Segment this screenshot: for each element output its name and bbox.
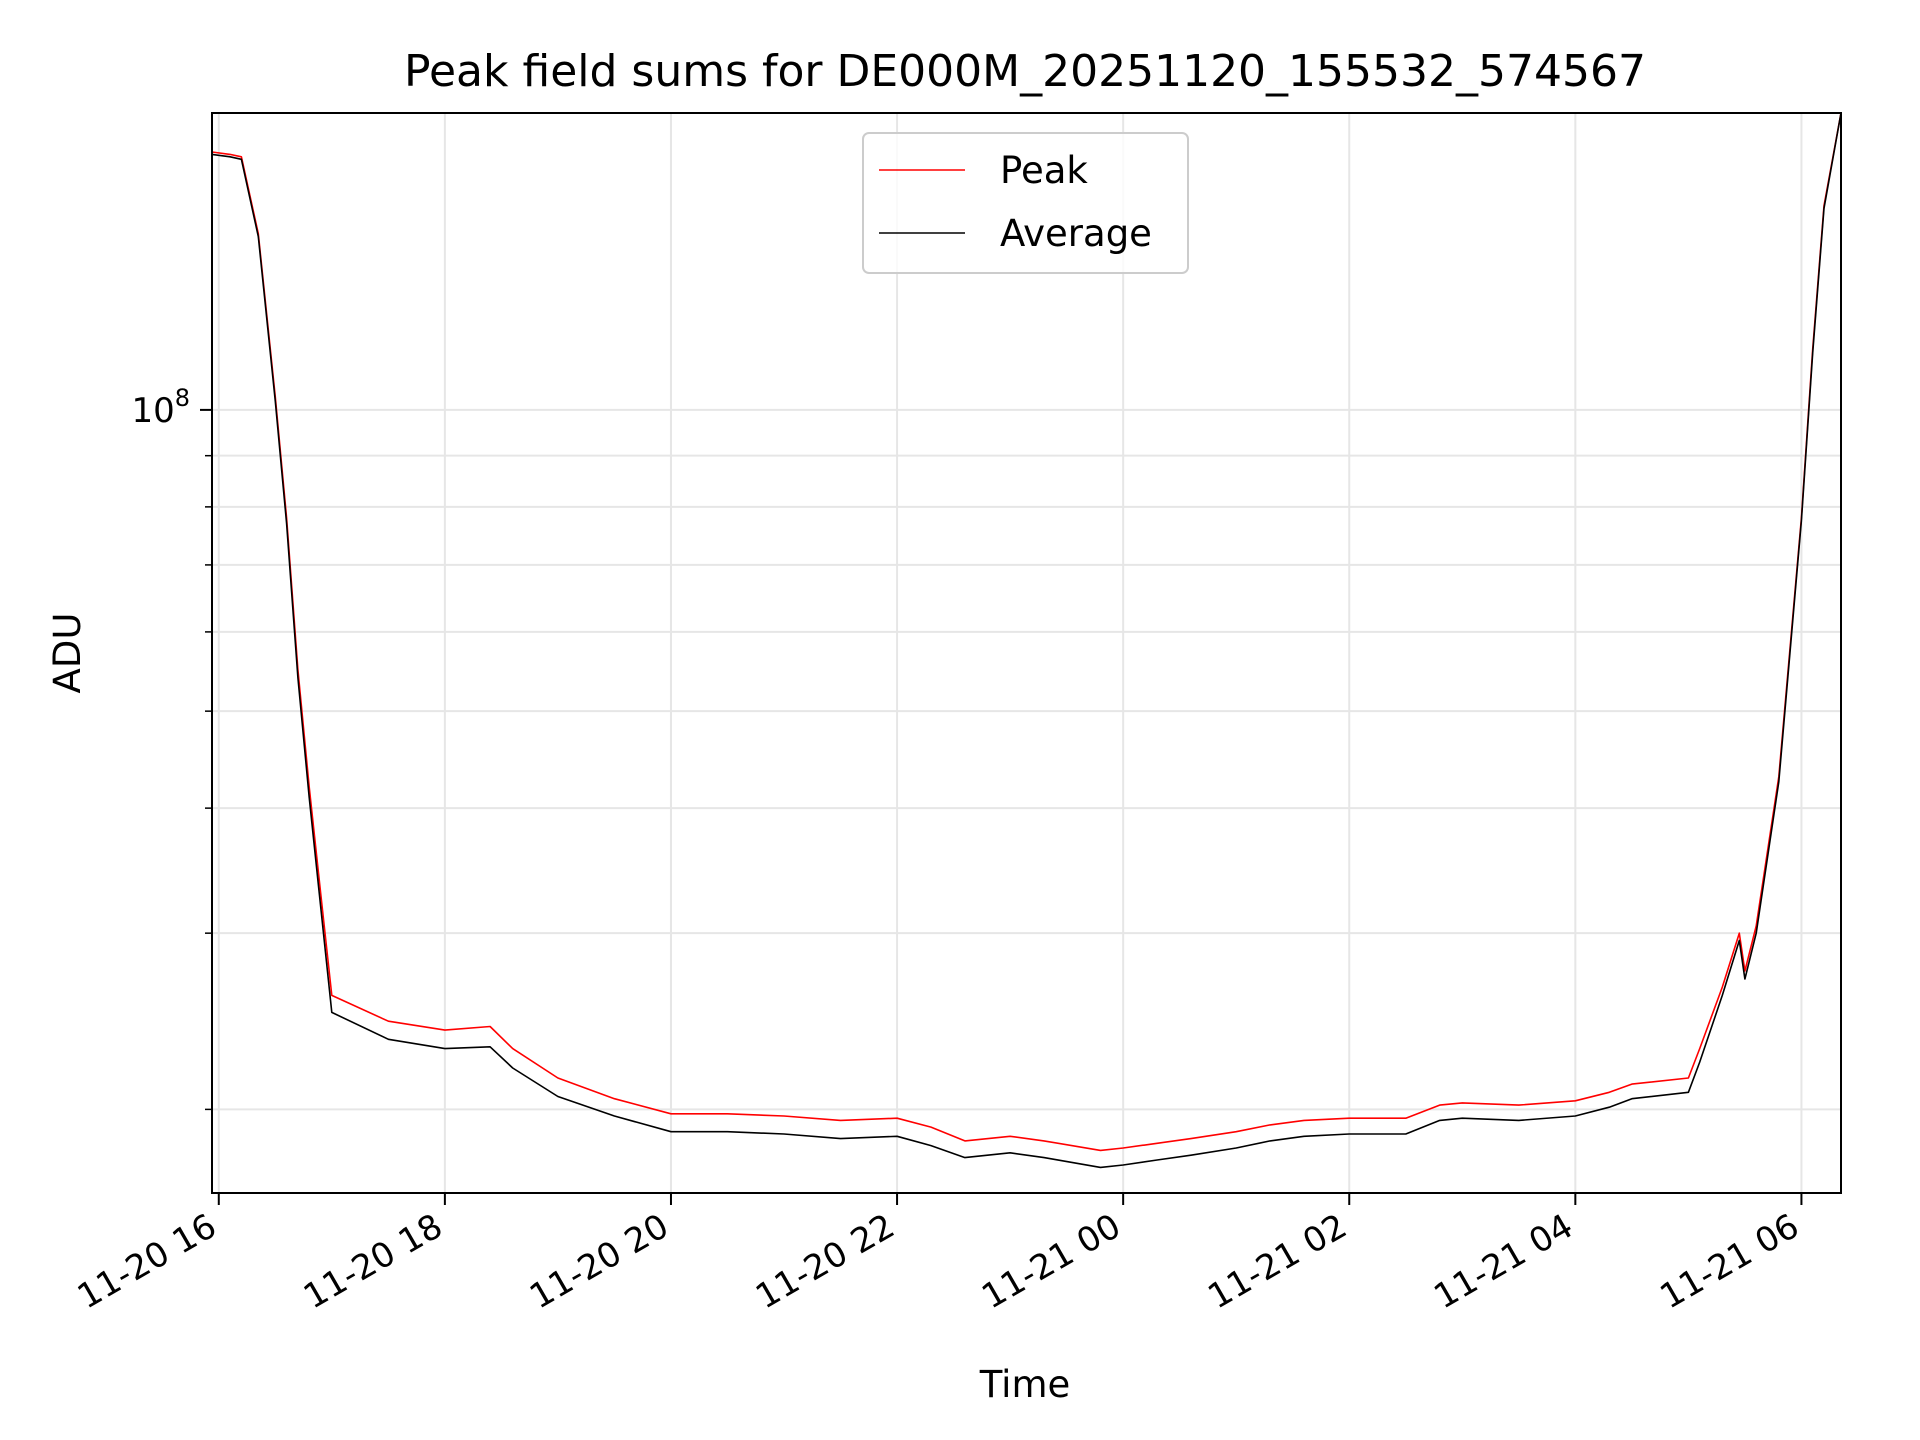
chart-title: Peak field sums for DE000M_20251120_1555…	[404, 46, 1646, 97]
legend-box	[862, 132, 1189, 274]
x-tick-label: 11-21 04	[1427, 1206, 1579, 1317]
x-axis-label: Time	[979, 1363, 1071, 1406]
series-line-peak	[212, 113, 1841, 1152]
x-tick-label: 11-21 00	[975, 1206, 1127, 1317]
legend-average-label: Average	[1000, 212, 1152, 255]
x-tick-label: 11-20 20	[523, 1206, 675, 1317]
legend: Peak Average	[862, 132, 1189, 274]
x-tick-label: 11-21 06	[1654, 1206, 1806, 1317]
plot-frame	[211, 112, 1842, 1194]
x-tick-label: 11-21 02	[1201, 1206, 1353, 1317]
legend-peak-label: Peak	[1000, 149, 1088, 192]
y-axis-label: ADU	[46, 613, 89, 694]
x-tick-label: 11-20 18	[297, 1206, 449, 1317]
y-tick-label: 108	[131, 384, 190, 431]
series-layer	[212, 113, 1841, 1169]
x-tick-label: 11-20 16	[71, 1206, 223, 1317]
x-tick-label: 11-20 22	[749, 1206, 901, 1317]
grid	[212, 113, 1841, 1193]
series-line-average	[212, 113, 1841, 1169]
